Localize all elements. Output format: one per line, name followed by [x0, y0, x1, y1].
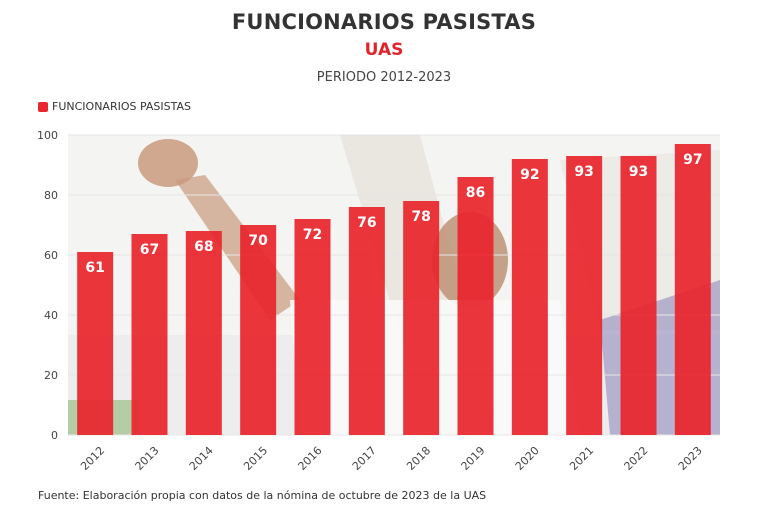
bar[interactable] [566, 156, 603, 435]
data-label: 97 [683, 152, 702, 168]
bar[interactable] [403, 201, 440, 435]
legend-swatch [38, 101, 48, 112]
x-tick-label: 2023 [676, 444, 705, 473]
x-tick-label: 2014 [187, 444, 216, 473]
bar[interactable] [294, 219, 331, 435]
legend[interactable]: FUNCIONARIOS PASISTAS [38, 100, 191, 113]
chart-period: PERIODO 2012-2023 [316, 70, 452, 85]
bar[interactable] [131, 234, 168, 435]
x-tick-label: 2020 [513, 444, 542, 473]
bar[interactable] [348, 207, 385, 435]
data-label: 61 [85, 260, 104, 276]
source-note: Fuente: Elaboración propia con datos de … [38, 489, 487, 502]
gridlines [68, 134, 720, 436]
data-label: 86 [466, 185, 485, 201]
x-axis: 2012 2013 2014 2015 2016 2017 2018 2019 2020 2021… [78, 444, 705, 473]
y-tick-label: 60 [44, 249, 58, 262]
x-tick-label: 2015 [241, 444, 270, 473]
x-tick-label: 2016 [296, 444, 325, 473]
y-tick-label: 80 [44, 189, 58, 202]
y-tick-label: 40 [44, 309, 58, 322]
data-label: 92 [520, 167, 539, 183]
bar[interactable] [674, 144, 711, 435]
data-label: 78 [411, 209, 430, 225]
bars [77, 144, 711, 435]
bar[interactable] [511, 159, 548, 435]
bar[interactable] [240, 225, 277, 435]
data-label: 72 [303, 227, 322, 243]
x-tick-label: 2018 [404, 444, 433, 473]
data-label: 76 [357, 215, 376, 231]
x-tick-label: 2012 [78, 444, 107, 473]
legend-label: FUNCIONARIOS PASISTAS [52, 100, 192, 113]
data-label: 93 [629, 164, 648, 180]
bar[interactable] [185, 231, 222, 435]
bar[interactable] [620, 156, 657, 435]
y-tick-label: 0 [51, 429, 58, 442]
data-labels: 61 67 68 70 72 76 78 86 92 93 93 97 [85, 152, 702, 276]
y-tick-label: 100 [37, 129, 58, 142]
y-tick-label: 20 [44, 369, 58, 382]
x-tick-label: 2017 [350, 444, 379, 473]
x-tick-label: 2021 [567, 444, 596, 473]
chart-subtitle: UAS [364, 40, 404, 60]
bar[interactable] [457, 177, 494, 435]
data-label: 68 [194, 239, 213, 255]
data-label: 67 [140, 242, 159, 258]
x-tick-label: 2022 [622, 444, 651, 473]
x-tick-label: 2013 [133, 444, 162, 473]
x-tick-label: 2019 [459, 444, 488, 473]
data-label: 93 [574, 164, 593, 180]
bar[interactable] [77, 252, 114, 435]
data-label: 70 [248, 233, 268, 249]
y-axis: 0 20 40 60 80 100 [37, 129, 58, 442]
chart-title: FUNCIONARIOS PASISTAS [231, 10, 537, 34]
